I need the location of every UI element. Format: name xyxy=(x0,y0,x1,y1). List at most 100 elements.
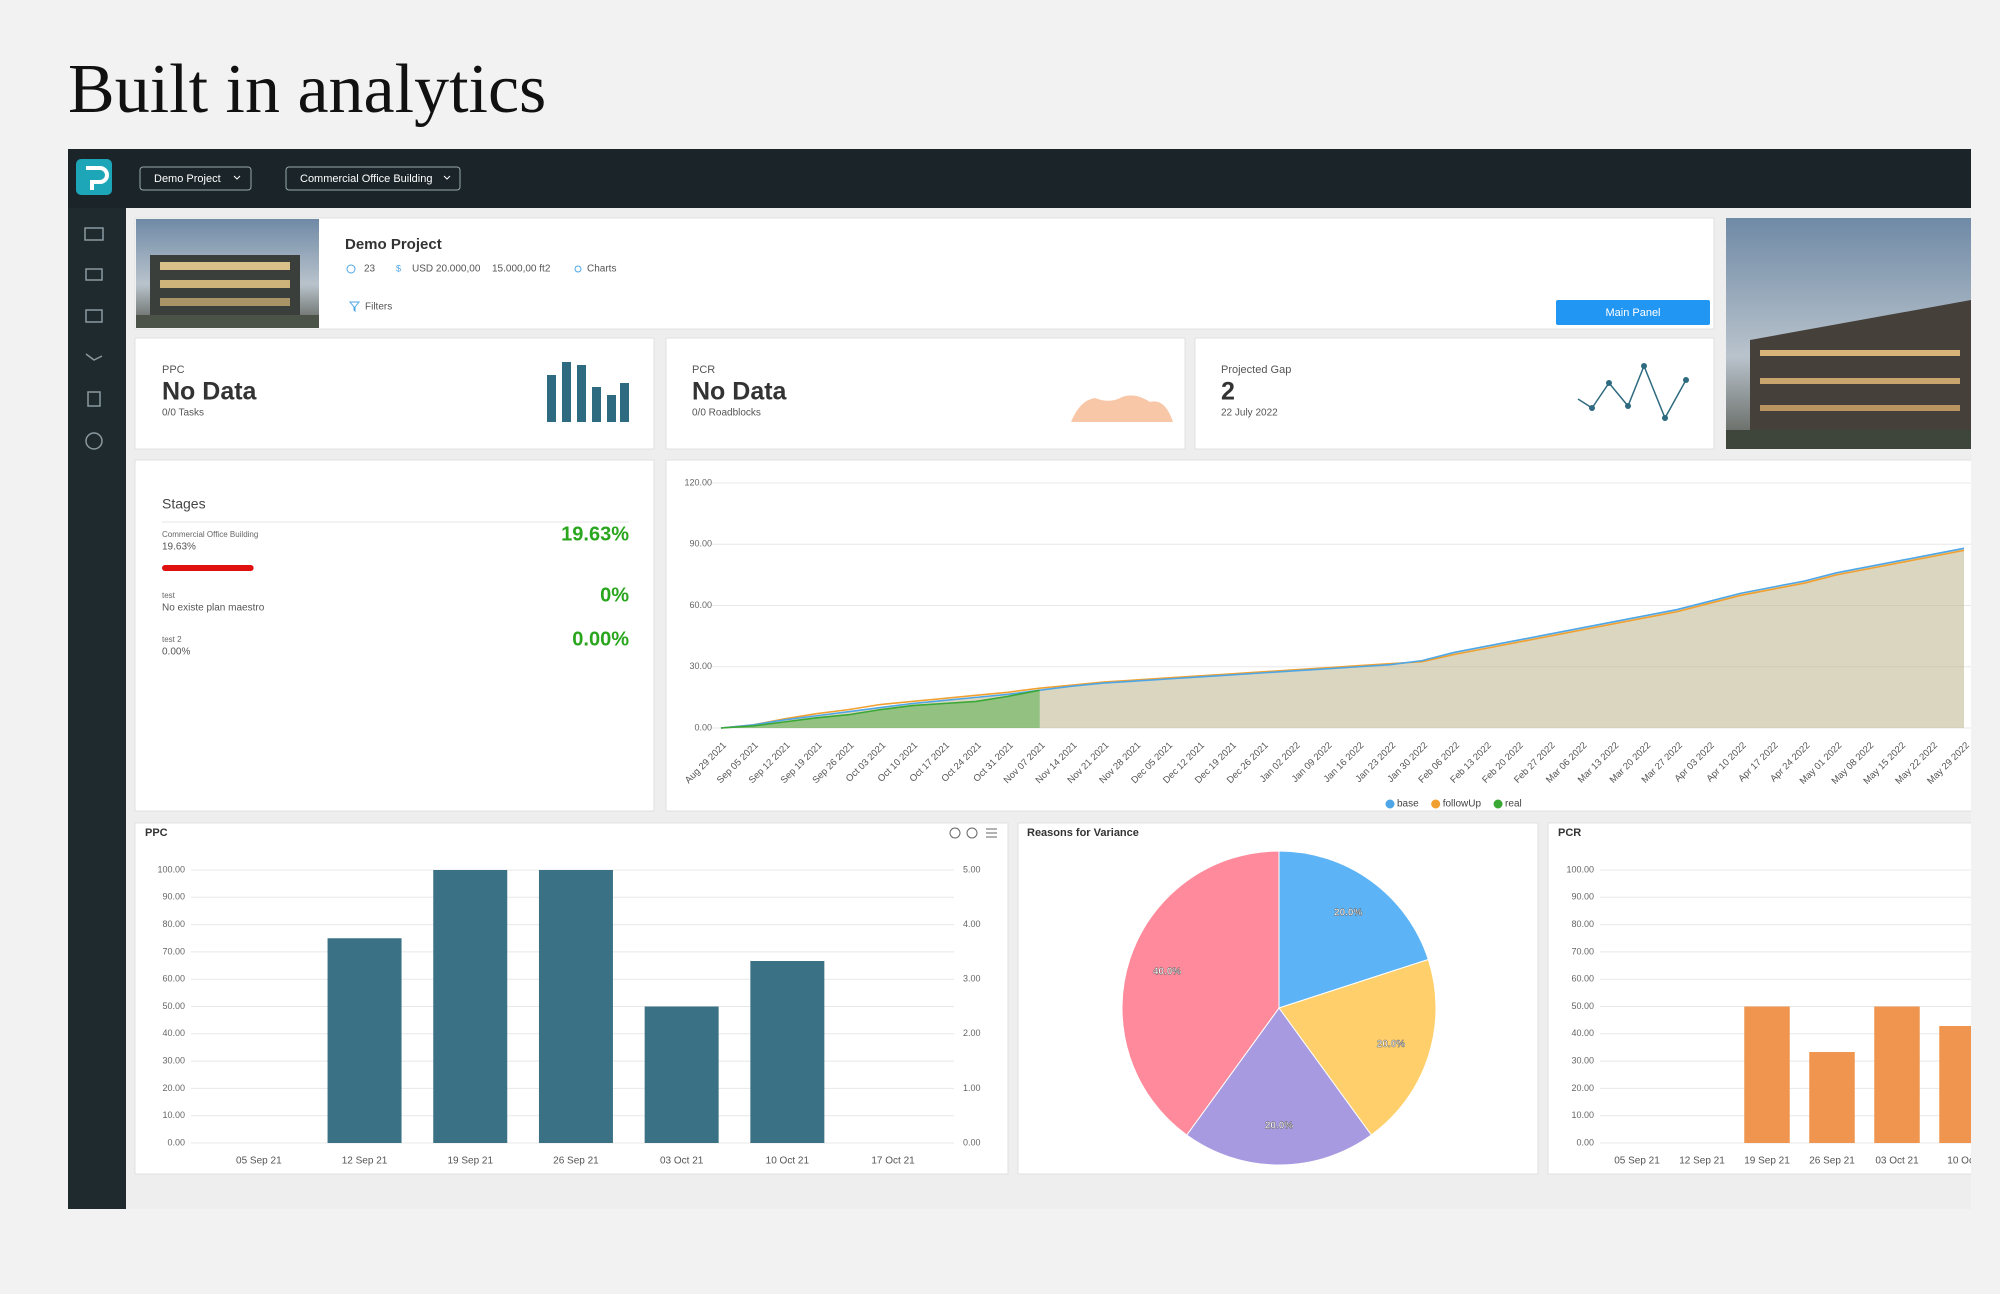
kpi-value: No Data xyxy=(692,378,788,406)
x-tick-label: 05 Sep 21 xyxy=(236,1156,282,1167)
bar xyxy=(1744,1006,1790,1143)
x-tick-label: 19 Sep 21 xyxy=(1744,1156,1790,1167)
building-shape xyxy=(136,255,319,328)
y-tick-label: 50.00 xyxy=(162,1001,185,1011)
legend-label: followUp xyxy=(1443,799,1482,810)
y-tick-label: 20.00 xyxy=(162,1083,185,1093)
building-dropdown-label: Commercial Office Building xyxy=(300,173,432,185)
pie-label: 20.0% xyxy=(1334,907,1362,918)
bar xyxy=(433,870,508,1143)
nav-icon[interactable] xyxy=(85,309,103,323)
y-tick-label: 70.00 xyxy=(1571,946,1594,956)
stage-progress xyxy=(162,565,254,571)
legend-label: real xyxy=(1505,799,1522,810)
icon xyxy=(574,265,582,273)
kpi-sparkbars xyxy=(547,362,629,422)
y2-tick-label: 5.00 xyxy=(963,864,981,874)
kpi-value: No Data xyxy=(162,378,258,406)
pie-slice xyxy=(1278,850,1429,1009)
y-tick-label: 50.00 xyxy=(1571,1001,1594,1011)
y-tick-label: 30.00 xyxy=(162,1055,185,1065)
pie-slice xyxy=(1278,958,1437,1136)
stage-name: Commercial Office Building xyxy=(162,530,258,539)
y-tick-label: 40.00 xyxy=(1571,1028,1594,1038)
y2-tick-label: 4.00 xyxy=(963,919,981,929)
x-tick-label: 12 Sep 21 xyxy=(342,1156,388,1167)
zoom-in[interactable] xyxy=(949,827,961,839)
y-tick-label: 10.00 xyxy=(162,1110,185,1120)
kpi-value: 2 xyxy=(1221,378,1235,406)
x-tick-label: 26 Sep 21 xyxy=(1809,1156,1855,1167)
y2-tick-label: 0.00 xyxy=(963,1137,981,1147)
main-panel-button[interactable] xyxy=(1556,300,1710,325)
menu[interactable] xyxy=(986,828,997,838)
project-dropdown-label: Demo Project xyxy=(154,173,221,185)
legend-label: base xyxy=(1397,799,1419,810)
chevron xyxy=(443,175,451,180)
icon-filter xyxy=(348,301,361,313)
kpi-label: Projected Gap xyxy=(1221,364,1291,376)
y-tick-label: 100.00 xyxy=(1566,864,1594,874)
chart-title: Reasons for Variance xyxy=(1027,827,1139,839)
stage-value: 0.00% xyxy=(572,628,629,650)
y-tick-label: 80.00 xyxy=(1571,919,1594,929)
y-tick-label: 70.00 xyxy=(162,946,185,956)
nav-icon[interactable] xyxy=(87,391,101,407)
sidebar xyxy=(68,208,126,1209)
y-tick-label: 60.00 xyxy=(689,600,712,610)
y-tick-label: 20.00 xyxy=(1571,1083,1594,1093)
y-tick-label: 120.00 xyxy=(684,477,712,487)
kpi-card xyxy=(1194,337,1715,450)
nav-icon[interactable] xyxy=(85,268,103,281)
charts-link[interactable]: Charts xyxy=(587,264,616,275)
stages-title: Stages xyxy=(162,496,206,512)
project-dropdown[interactable] xyxy=(139,166,252,191)
legend-swatch xyxy=(1493,799,1503,809)
bar xyxy=(327,938,402,1143)
bar xyxy=(1874,1006,1920,1143)
bar xyxy=(644,1006,719,1143)
y-tick-label: 60.00 xyxy=(162,974,185,984)
nav-icon[interactable] xyxy=(84,227,104,241)
chart-title: PPC xyxy=(145,827,168,839)
stage-detail: 0.00% xyxy=(162,647,190,658)
legend-swatch xyxy=(1385,799,1395,809)
dashboard: Demo Project Commercial Office Building … xyxy=(68,149,1971,1209)
y-tick-label: 60.00 xyxy=(1571,974,1594,984)
bar xyxy=(1809,1052,1855,1143)
y-tick-label: 40.00 xyxy=(162,1028,185,1038)
nav-icon[interactable] xyxy=(85,432,103,450)
page-title: Built in analytics xyxy=(68,51,546,128)
building-shape xyxy=(1726,300,1971,449)
building-dropdown[interactable] xyxy=(285,166,461,191)
y2-tick-label: 1.00 xyxy=(963,1083,981,1093)
kpi-detail: 22 July 2022 xyxy=(1221,408,1278,419)
kpi-card xyxy=(665,337,1186,450)
x-tick-label: 03 Oct 21 xyxy=(1875,1156,1919,1167)
y-tick-label: 0.00 xyxy=(694,722,712,732)
zoom-out[interactable] xyxy=(966,827,978,839)
pie-slice xyxy=(1186,1007,1372,1166)
series-area xyxy=(721,690,1040,728)
stage-detail: No existe plan maestro xyxy=(162,603,265,614)
logo-mark xyxy=(86,166,109,190)
y-tick-label: 0.00 xyxy=(167,1137,185,1147)
bar xyxy=(1939,1025,1971,1143)
pie-label: 40.0% xyxy=(1153,966,1181,977)
series-area xyxy=(721,548,1964,728)
icon-dollar: $ xyxy=(396,263,401,273)
chart-toolbar xyxy=(949,827,997,839)
nav-icon[interactable] xyxy=(85,353,103,361)
filters-link[interactable]: Filters xyxy=(365,302,392,313)
kpi-detail: 0/0 Roadblocks xyxy=(692,408,761,419)
project-count: 23 xyxy=(364,264,376,275)
kpi-detail: 0/0 Tasks xyxy=(162,408,204,419)
stage-name: test 2 xyxy=(162,635,182,644)
chart-title: PCR xyxy=(1558,827,1581,839)
x-tick-label: 05 Sep 21 xyxy=(1614,1156,1660,1167)
x-tick-label: 03 Oct 21 xyxy=(660,1156,704,1167)
project-budget: USD 20.000,00 xyxy=(412,264,481,275)
series-line xyxy=(720,689,1040,729)
